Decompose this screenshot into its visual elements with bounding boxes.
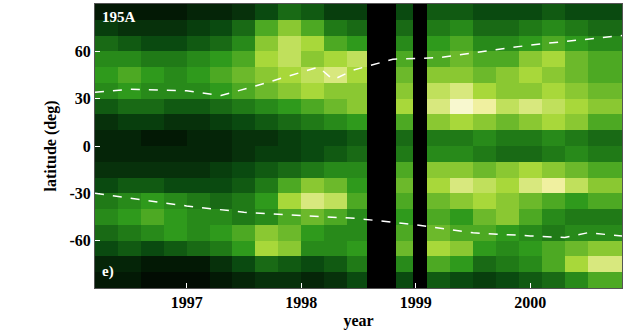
svg-text:year: year [343,312,373,330]
svg-text:1999: 1999 [400,294,432,311]
svg-text:1998: 1998 [285,294,317,311]
svg-text:60: 60 [75,43,91,60]
svg-text:e): e) [102,263,114,280]
svg-text:-60: -60 [69,232,90,249]
svg-text:195A: 195A [102,9,136,25]
svg-text:1997: 1997 [171,294,203,311]
svg-text:30: 30 [75,90,91,107]
svg-text:-30: -30 [69,185,90,202]
svg-text:0: 0 [83,138,91,155]
svg-text:latitude (deg): latitude (deg) [42,100,60,191]
svg-text:2000: 2000 [514,294,546,311]
